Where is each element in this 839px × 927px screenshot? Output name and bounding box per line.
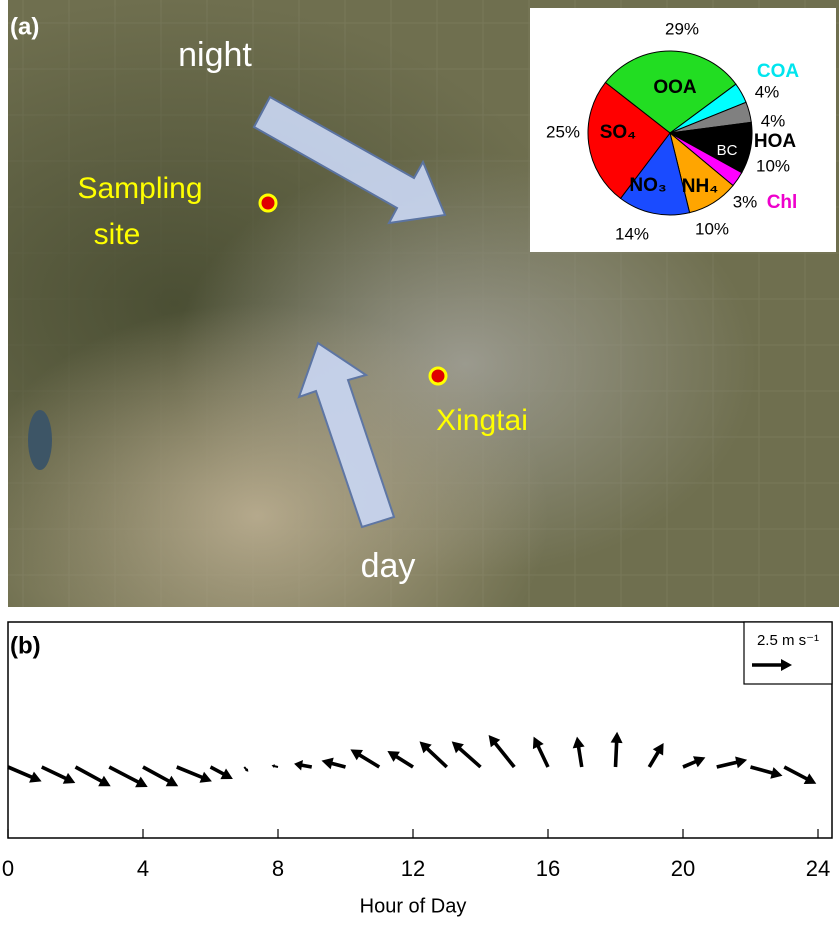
wind-vector — [41, 765, 76, 784]
site-label: Sampling — [77, 172, 202, 205]
wind-vector — [7, 765, 42, 783]
wind-vector — [750, 765, 783, 779]
value-label: 29% — [665, 19, 699, 38]
wind-vector — [209, 765, 233, 780]
wind-vector — [451, 741, 482, 769]
wind-vector — [682, 756, 706, 769]
wind-vector — [243, 766, 249, 772]
wind-vector — [142, 765, 179, 787]
day-label: day — [361, 547, 416, 585]
x-tick-label: 12 — [401, 856, 425, 881]
wind-vector — [294, 760, 313, 771]
wind-vector — [176, 765, 212, 783]
value-label: 10% — [695, 219, 729, 238]
wind-vector — [532, 736, 550, 768]
wind-vector — [572, 736, 585, 768]
x-axis-label: Hour of Day — [360, 895, 467, 917]
key-box — [743, 621, 833, 685]
x-tick-label: 16 — [536, 856, 560, 881]
value-label: 3% — [733, 192, 758, 211]
wind-panel: (b) Hour of Day — [7, 621, 833, 917]
value-label: 10% — [756, 156, 790, 175]
value-label: 4% — [761, 111, 786, 130]
pie-slice — [619, 131, 691, 216]
panel-label: (a) — [10, 13, 39, 40]
panel-label: (b) — [10, 632, 41, 659]
slice-label: BC — [717, 142, 738, 159]
slice-label: SO₄ — [600, 122, 637, 143]
wind-vector — [610, 731, 623, 768]
x-tick-label: 20 — [671, 856, 695, 881]
x-tick-label: 4 — [137, 856, 149, 881]
wind-vector — [321, 757, 346, 770]
slice-label: Chl — [767, 192, 798, 213]
site-label: site — [94, 218, 141, 251]
wind-vector — [350, 749, 381, 769]
wind-vector — [387, 751, 414, 769]
wind-vector — [108, 765, 148, 788]
value-label: 4% — [755, 82, 780, 101]
key-label: 2.5 m s⁻¹ — [757, 632, 819, 649]
wind-vector — [488, 735, 516, 769]
x-tick-label: 0 — [2, 856, 14, 881]
slice-label: NH₄ — [682, 176, 719, 197]
plot-frame — [7, 621, 833, 839]
value-label: 14% — [615, 224, 649, 243]
x-tick-label: 24 — [806, 856, 830, 881]
pie-slice — [587, 81, 671, 200]
wind-vector — [716, 756, 748, 769]
day-wind-arrow — [297, 341, 396, 529]
x-tick-label: 8 — [272, 856, 284, 881]
night-wind-arrow — [252, 95, 447, 225]
map-lake — [28, 410, 52, 470]
night-label: night — [178, 36, 252, 74]
key-arrow — [752, 659, 792, 671]
wind-vector — [419, 741, 448, 769]
pie-slice — [604, 50, 737, 134]
slice-label: NO₃ — [629, 175, 666, 196]
value-label: 25% — [546, 122, 580, 141]
wind-vector — [647, 743, 664, 768]
slice-label: COA — [757, 61, 800, 82]
slice-label: HOA — [754, 131, 797, 152]
wind-vector — [783, 765, 817, 784]
site-marker — [258, 193, 278, 213]
city-label: Xingtai — [436, 404, 528, 437]
wind-vector — [74, 765, 111, 787]
city-marker — [428, 366, 448, 386]
wind-vector — [271, 764, 279, 768]
slice-label: OOA — [653, 77, 697, 98]
